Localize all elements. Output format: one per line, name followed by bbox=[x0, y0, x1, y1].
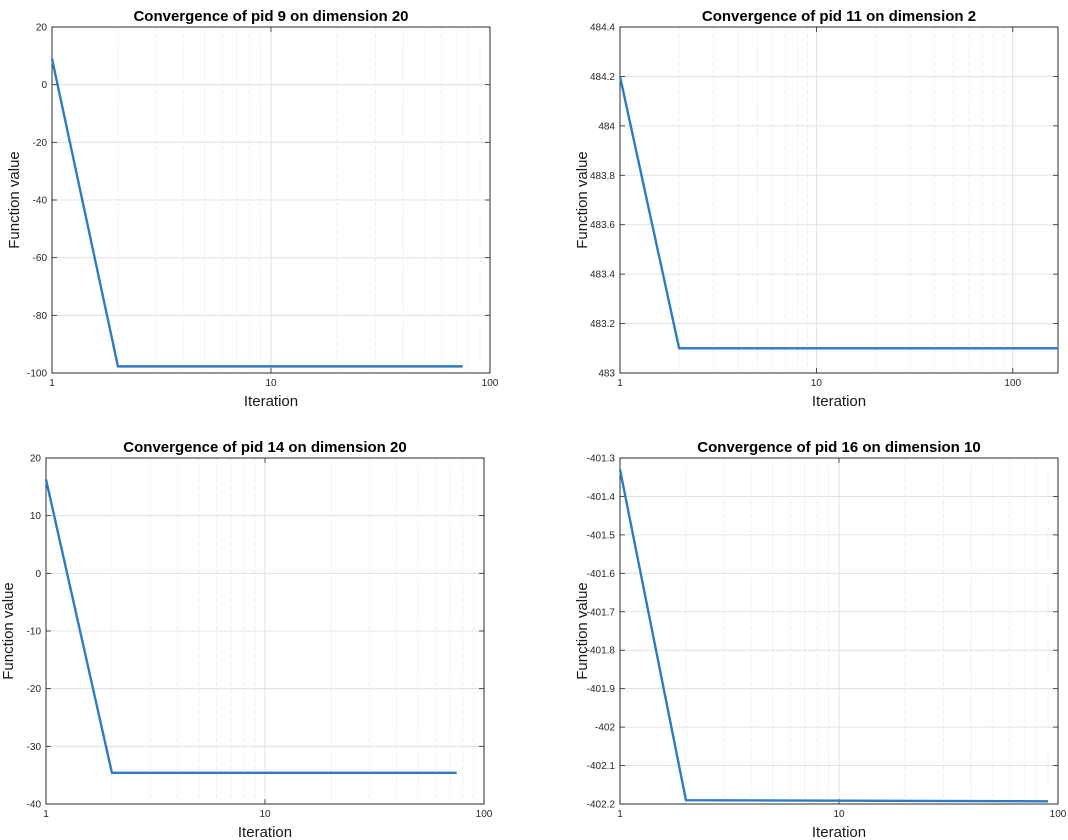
x-axis-label: Iteration bbox=[244, 393, 298, 410]
y-tick-label: 20 bbox=[30, 454, 42, 465]
y-tick-label: -401.9 bbox=[587, 684, 616, 695]
chart-panel-3: 1 10 100 -40 -30 -20 -10 0 10 20 Convergence of pi… bbox=[0, 439, 493, 840]
y-tick-label: 0 bbox=[41, 80, 47, 91]
x-tick-label: 1 bbox=[617, 378, 623, 389]
x-tick-label: 1 bbox=[43, 809, 49, 820]
x-tick-label: 100 bbox=[1004, 378, 1021, 389]
y-tick-label: -20 bbox=[33, 138, 48, 149]
y-tick-label: -402.1 bbox=[587, 761, 616, 772]
chart-panel-2: 1 10 100 483 483.2 483.4 483.6 483.8 484 484.2 484… bbox=[574, 8, 1059, 410]
y-tick-label: 0 bbox=[35, 569, 41, 580]
series-line bbox=[44, 479, 457, 775]
y-tick-label: -401.5 bbox=[587, 530, 616, 541]
y-tick-label: 484 bbox=[598, 121, 615, 132]
y-tick-label: -40 bbox=[27, 800, 42, 811]
y-tick-label: 483.8 bbox=[590, 171, 615, 182]
y-tick-label: 483 bbox=[598, 369, 615, 380]
series-line bbox=[618, 469, 1048, 803]
axes-frame bbox=[619, 26, 1059, 374]
y-axis-label: Function value bbox=[574, 582, 591, 680]
y-tick-label: 20 bbox=[36, 23, 48, 34]
y-tick-label: -100 bbox=[27, 369, 47, 380]
y-axis-label: Function value bbox=[6, 151, 23, 249]
chart-title: Convergence of pid 16 on dimension 10 bbox=[697, 439, 980, 456]
x-tick-label: 1 bbox=[49, 378, 55, 389]
y-tick-label: -401.8 bbox=[587, 646, 616, 657]
y-tick-label: -401.7 bbox=[587, 607, 616, 618]
y-tick-label: -20 bbox=[27, 684, 42, 695]
y-tick-label: -402.2 bbox=[587, 800, 616, 811]
x-axis-label: Iteration bbox=[812, 393, 866, 410]
y-tick-label: 483.2 bbox=[590, 319, 615, 330]
y-tick-label: -401.3 bbox=[587, 454, 616, 465]
chart-title: Convergence of pid 9 on dimension 20 bbox=[133, 8, 408, 25]
y-axis-label: Function value bbox=[0, 582, 17, 680]
x-tick-label: 1 bbox=[617, 809, 623, 820]
y-tick-label: -40 bbox=[33, 196, 48, 207]
y-tick-label: 484.4 bbox=[590, 23, 615, 34]
y-tick-label: 484.2 bbox=[590, 72, 615, 83]
chart-title: Convergence of pid 14 on dimension 20 bbox=[123, 439, 406, 456]
x-axis-label: Iteration bbox=[812, 824, 866, 840]
y-tick-label: -402 bbox=[595, 723, 615, 734]
x-tick-label: 10 bbox=[259, 809, 271, 820]
x-tick-label: 100 bbox=[482, 378, 499, 389]
series-line bbox=[618, 76, 1058, 350]
x-tick-label: 10 bbox=[265, 378, 277, 389]
y-tick-label: 483.4 bbox=[590, 270, 615, 281]
chart-panel-4: 1 10 100 -402.2 -402.1 -402 -401.9 -401.8 -401.7… bbox=[574, 439, 1067, 840]
y-tick-label: 10 bbox=[30, 511, 42, 522]
y-tick-label: -30 bbox=[27, 742, 42, 753]
y-axis-label: Function value bbox=[574, 151, 591, 249]
plot-area bbox=[619, 26, 1059, 374]
x-axis-label: Iteration bbox=[238, 824, 292, 840]
y-tick-label: -60 bbox=[33, 253, 48, 264]
y-tick-label: -80 bbox=[33, 311, 48, 322]
x-tick-label: 10 bbox=[833, 809, 845, 820]
x-tick-label: 10 bbox=[811, 378, 823, 389]
y-tick-label: -401.6 bbox=[587, 569, 616, 580]
y-tick-label: -10 bbox=[27, 627, 42, 638]
series-line bbox=[50, 58, 463, 368]
x-tick-label: 100 bbox=[476, 809, 493, 820]
chart-title: Convergence of pid 11 on dimension 2 bbox=[702, 8, 976, 25]
y-tick-label: -401.4 bbox=[587, 492, 616, 503]
x-tick-label: 100 bbox=[1050, 809, 1067, 820]
chart-panel-1: 1 10 100 -100 -80 -60 -40 -20 0 20 Convergence of … bbox=[6, 8, 499, 410]
y-tick-label: 483.6 bbox=[590, 220, 615, 231]
